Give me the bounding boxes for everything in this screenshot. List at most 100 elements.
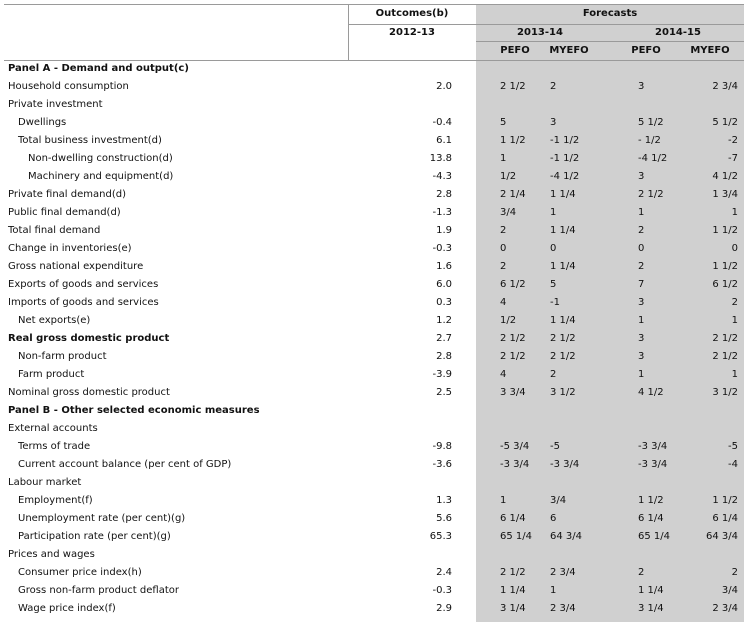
forecast-2014-myefo-cell [666,420,738,438]
outcome-cell [384,546,452,564]
outcome-cell: -1.3 [432,207,452,218]
forecast-2014-pefo-cell: 1 [638,315,645,326]
forecast-2013-pefo-cell: 1 1/2 [500,135,526,146]
forecast-2014-myefo-cell: 3/4 [721,585,738,596]
forecast-2014-myefo-cell [666,402,738,420]
forecast-2014-pefo-cell: 2 [638,261,645,272]
outcomes-divider [348,4,349,60]
forecast-2014-pefo-cell: 3 [638,333,645,344]
forecast-2014-pefo-cell: 3 [638,81,645,92]
myefo-header-2013: MYEFO [549,45,589,56]
outcome-cell: -0.3 [432,243,452,254]
forecast-2014-myefo-cell: 1 1/2 [712,495,738,506]
outcome-cell: 0.3 [436,297,452,308]
row-label: Current account balance (per cent of GDP… [18,459,232,470]
economic-forecasts-table: Outcomes(b) Forecasts 2012-13 2013-14 20… [4,4,744,622]
forecast-2013-pefo-cell: 2 [500,261,507,272]
forecast-2014-pefo-cell: 1 [638,207,645,218]
forecast-2013-myefo-cell: 6 [550,513,557,524]
forecast-2013-pefo-cell: 2 1/2 [500,351,526,362]
forecast-2013-pefo-cell: 2 1/4 [500,189,526,200]
forecast-2014-pefo-cell: -3 3/4 [638,441,668,452]
forecast-2014-pefo-cell: 1 [638,369,645,380]
outcome-cell: -9.8 [432,441,452,452]
forecast-2014-pefo-cell: 65 1/4 [638,531,670,542]
forecast-2013-myefo-cell: -4 1/2 [550,171,580,182]
year-2014-15-header: 2014-15 [655,27,701,38]
forecast-2013-pefo-cell: 2 1/2 [500,81,526,92]
outcome-cell [384,474,452,492]
outcome-cell [384,402,452,420]
forecast-2013-pefo-cell: 1 1/4 [500,585,526,596]
forecast-2014-pefo-cell: 3 [638,171,645,182]
forecast-2013-pefo-cell: -5 3/4 [500,441,530,452]
forecast-2014-myefo-cell: 1 [731,315,738,326]
forecast-2013-myefo-cell: 64 3/4 [550,531,582,542]
outcome-cell: 1.9 [436,225,452,236]
outcome-cell: 13.8 [429,153,452,164]
forecast-2013-myefo-cell: 2 3/4 [550,603,576,614]
outcome-cell: 2.9 [436,603,452,614]
outcome-cell: 1.6 [436,261,452,272]
forecast-2013-myefo-cell: -5 [550,441,560,452]
forecast-2014-pefo-cell: 0 [638,243,645,254]
forecast-2013-pefo-cell: 1 [500,153,507,164]
row-label: Machinery and equipment(d) [28,171,174,182]
row-label: Dwellings [18,117,67,128]
forecast-2013-pefo-cell: 1 [500,495,507,506]
row-label: Public final demand(d) [8,207,121,218]
row-label: Gross national expenditure [8,261,144,272]
row-label: Non-farm product [18,351,107,362]
forecast-2013-pefo-cell: 6 1/2 [500,279,526,290]
row-label: Total business investment(d) [18,135,162,146]
year-outcome-header: 2012-13 [389,27,435,38]
forecast-2013-myefo-cell: 1 1/4 [550,189,576,200]
forecast-2014-pefo-cell: 2 [638,225,645,236]
header-rule-2 [476,41,744,42]
row-label: External accounts [8,423,98,434]
row-label: Non-dwelling construction(d) [28,153,173,164]
row-label: Panel B - Other selected economic measur… [8,405,260,416]
forecast-2014-pefo-cell: 2 1/2 [638,189,664,200]
forecast-2014-pefo-cell: -3 3/4 [638,459,668,470]
row-label: Imports of goods and services [8,297,159,308]
row-label: Household consumption [8,81,129,92]
forecast-2013-myefo-cell: 1 1/4 [550,315,576,326]
forecast-2013-pefo-cell: 4 [500,297,507,308]
forecast-2013-pefo-cell: 0 [500,243,507,254]
outcome-cell: 6.0 [436,279,452,290]
forecast-2013-myefo-cell [550,96,610,114]
row-label: Consumer price index(h) [18,567,142,578]
forecasts-shaded-area [476,5,744,622]
forecast-2013-myefo-cell: 2 [550,369,557,380]
forecast-2014-myefo-cell: 2 1/2 [712,333,738,344]
forecast-2013-myefo-cell: 5 [550,279,557,290]
row-label: Participation rate (per cent)(g) [18,531,171,542]
row-label: Employment(f) [18,495,93,506]
forecast-2013-pefo-cell: 65 1/4 [500,531,532,542]
myefo-header-2014: MYEFO [690,45,730,56]
outcome-cell: 2.8 [436,351,452,362]
forecast-2014-myefo-cell [666,96,738,114]
row-label: Private final demand(d) [8,189,126,200]
outcome-cell: -4.3 [432,171,452,182]
forecast-2014-pefo-cell: 4 1/2 [638,387,664,398]
forecast-2014-myefo-cell: 64 3/4 [706,531,738,542]
forecast-2014-myefo-cell: 3 1/2 [712,387,738,398]
outcome-cell [384,96,452,114]
forecast-2014-pefo-cell: 2 [638,567,645,578]
forecast-2014-myefo-cell: -4 [728,459,738,470]
header-bottom-rule [4,60,744,61]
outcomes-header: Outcomes(b) [375,8,449,19]
row-label: Wage price index(f) [18,603,116,614]
forecast-2013-myefo-cell: -1 [550,297,560,308]
forecast-2014-myefo-cell: 1 3/4 [712,189,738,200]
pefo-header-2014: PEFO [631,45,661,56]
row-label: Gross non-farm product deflator [18,585,179,596]
row-label: Prices and wages [8,549,95,560]
outcome-cell: 2.8 [436,189,452,200]
forecasts-header: Forecasts [582,8,638,19]
forecast-2014-pefo-cell: 5 1/2 [638,117,664,128]
forecast-2013-myefo-cell: 2 1/2 [550,333,576,344]
forecast-2013-myefo-cell: 1 1/4 [550,225,576,236]
